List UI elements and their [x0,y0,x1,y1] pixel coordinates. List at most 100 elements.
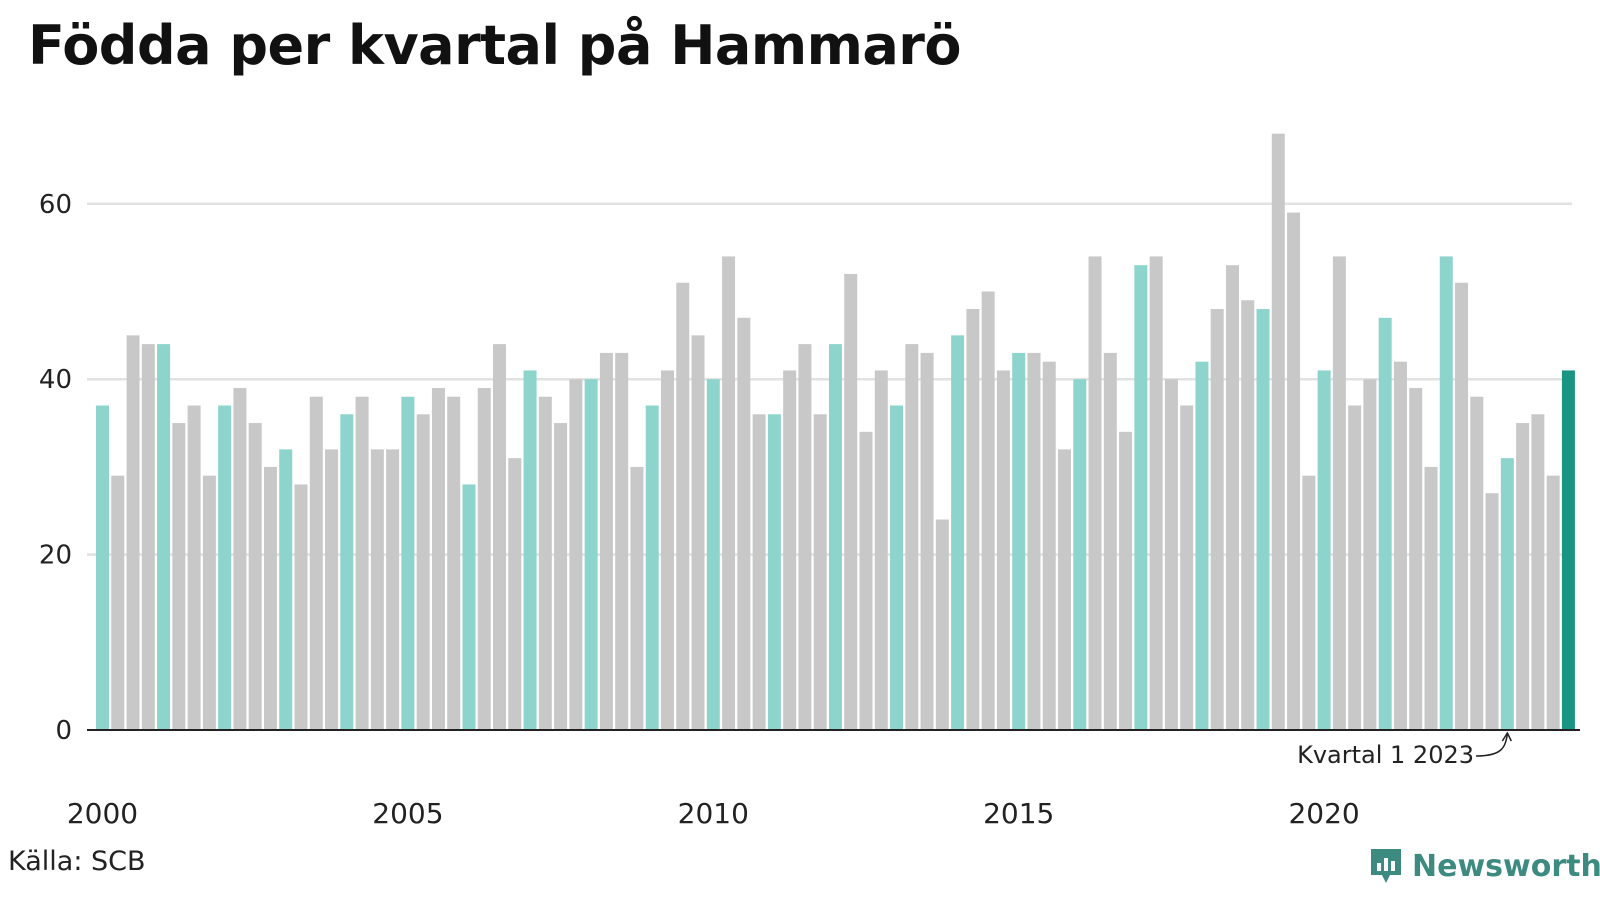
bar [462,484,476,730]
bar [844,273,858,730]
bar [1546,475,1560,730]
bar [248,423,262,730]
bar [676,282,690,730]
bar [538,396,552,730]
bar [1363,379,1377,730]
bar [783,370,797,730]
bar [386,449,400,730]
bar [890,405,904,730]
bar [1332,256,1346,730]
x-tick-label: 2015 [983,797,1054,830]
bar [1027,352,1041,730]
bar [1195,361,1209,730]
bar [1256,309,1270,730]
bar [630,466,644,730]
y-tick-label: 40 [39,365,72,395]
bar [1302,475,1316,730]
bar [477,387,491,730]
bar [554,423,568,730]
bar [233,387,247,730]
bar [111,475,125,730]
bar [905,344,919,730]
bar [1500,458,1514,730]
bar [1073,379,1087,730]
bar [966,309,980,730]
bar [1164,379,1178,730]
bar [157,344,171,730]
bar [325,449,339,730]
bar [951,335,965,730]
y-tick-label: 60 [39,190,72,220]
bar [1424,466,1438,730]
bar [493,344,507,730]
bar [645,405,659,730]
bar [508,458,522,730]
bar [615,352,629,730]
bar [920,352,934,730]
bar [172,423,186,730]
bar [813,414,827,730]
bar [1439,256,1453,730]
bar [1561,370,1575,730]
x-tick-label: 2000 [67,797,138,830]
bar [294,484,308,730]
bar [1485,493,1499,730]
bar [722,256,736,730]
bar [1378,317,1392,730]
bar [279,449,293,730]
x-tick-label: 2010 [678,797,749,830]
bar [141,344,155,730]
bar [1058,449,1072,730]
newsworthy-logo-icon [1371,849,1401,883]
bar [401,396,415,730]
bar [1516,423,1530,730]
bar [737,317,751,730]
bar [355,396,369,730]
y-tick-label: 0 [55,716,72,746]
bar [1012,352,1026,730]
bar [1531,414,1545,730]
bars [96,133,1575,730]
bar [996,370,1010,730]
bar [1210,309,1224,730]
bar [1149,256,1163,730]
bar [1088,256,1102,730]
annotation-arrowhead [1501,731,1513,742]
x-tick-label: 2005 [372,797,443,830]
bar [1241,300,1255,730]
bar [798,344,812,730]
bar [752,414,766,730]
y-axis-ticks: 0 20 40 60 [39,190,72,746]
bar [706,379,720,730]
x-axis-ticks: 2000 2005 2010 2015 2020 [67,797,1360,830]
annotation: Kvartal 1 2023 [1297,731,1513,769]
bar [1409,387,1423,730]
bar [599,352,613,730]
bar [859,431,873,730]
brand-name: Newsworthy [1412,848,1600,884]
bar [660,370,674,730]
bar [1455,282,1469,730]
bar [1470,396,1484,730]
bar [1134,265,1148,730]
bar [126,335,140,730]
bar [218,405,232,730]
bar [1317,370,1331,730]
x-tick-label: 2020 [1288,797,1359,830]
bar [1287,212,1301,730]
bar [1042,361,1056,730]
bar [1271,133,1285,730]
bar [1119,431,1133,730]
chart-title: Födda per kvartal på Hammarö [28,14,962,77]
bar [1180,405,1194,730]
bar [202,475,216,730]
bar [584,379,598,730]
annotation-arrow [1475,733,1509,757]
bar [370,449,384,730]
bar [96,405,109,730]
bar [1393,361,1407,730]
bar [569,379,583,730]
source-note: Källa: SCB [8,846,146,877]
brand-logo: Newsworthy [1368,842,1600,890]
